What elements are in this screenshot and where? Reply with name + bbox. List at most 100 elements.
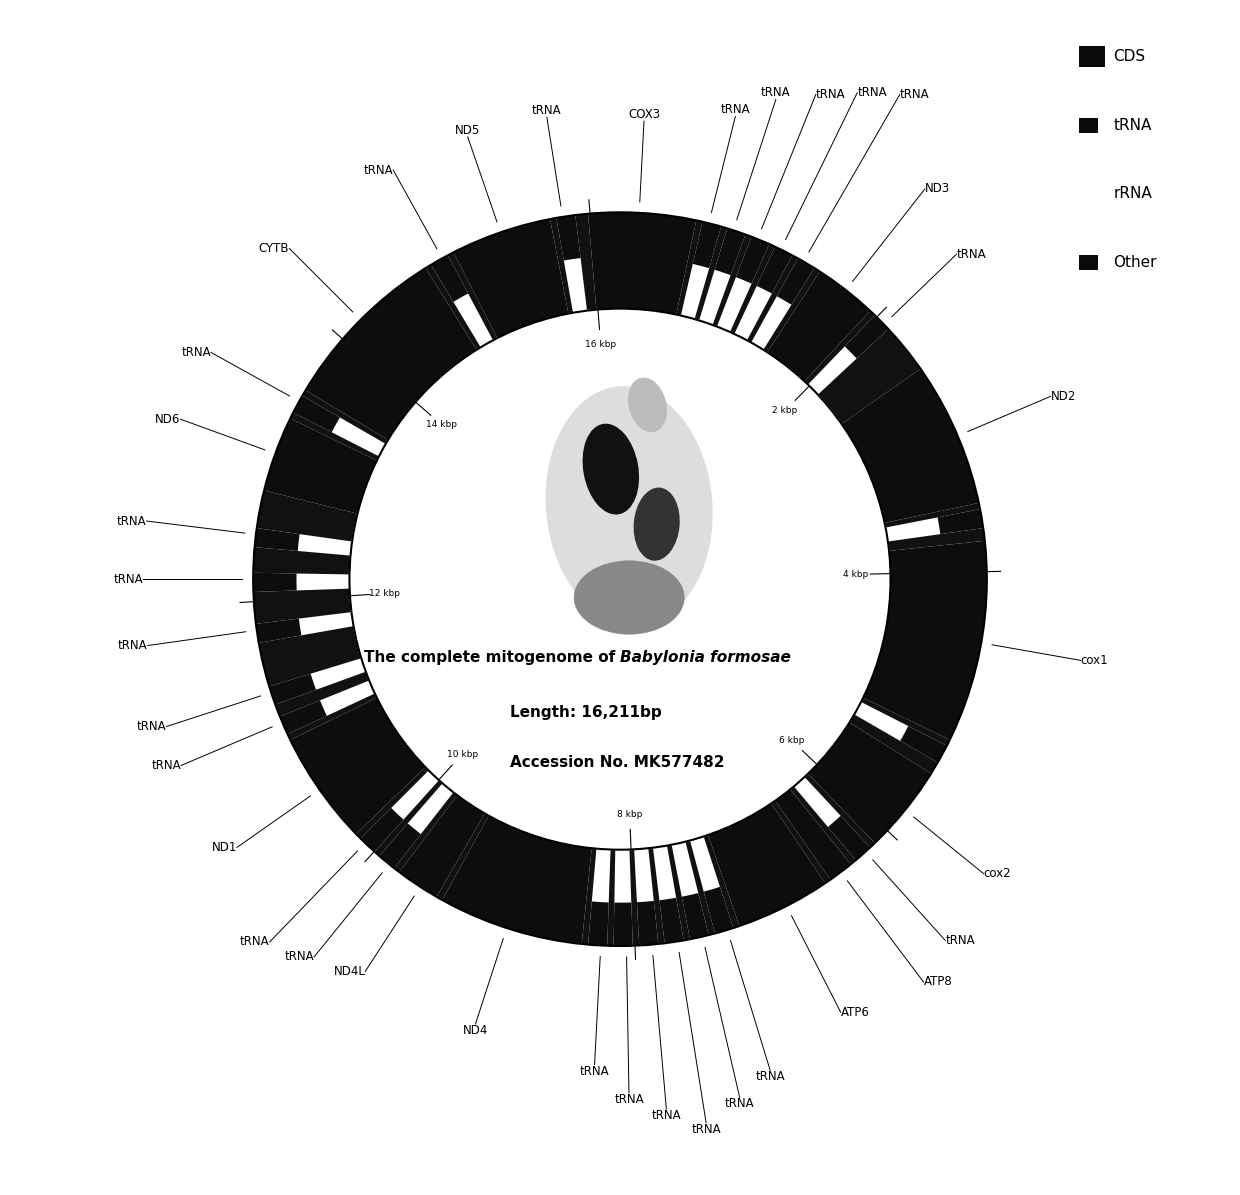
Polygon shape [361, 771, 439, 852]
Text: tRNA: tRNA [181, 345, 211, 358]
Polygon shape [255, 619, 301, 643]
Text: tRNA: tRNA [691, 1122, 720, 1135]
Polygon shape [751, 258, 815, 350]
Text: ND2: ND2 [1050, 390, 1076, 403]
Polygon shape [768, 271, 870, 381]
Polygon shape [614, 850, 632, 946]
Polygon shape [269, 658, 366, 705]
Polygon shape [794, 777, 870, 860]
Circle shape [350, 308, 890, 850]
Text: Length: 16,211bp: Length: 16,211bp [510, 705, 662, 719]
Text: 16 kbp: 16 kbp [585, 339, 616, 349]
Polygon shape [293, 396, 386, 456]
Ellipse shape [574, 560, 684, 635]
Text: tRNA: tRNA [900, 88, 929, 102]
Text: tRNA: tRNA [725, 1097, 754, 1110]
Polygon shape [557, 215, 587, 313]
Text: tRNA: tRNA [532, 104, 562, 117]
Polygon shape [775, 790, 851, 880]
Ellipse shape [547, 387, 712, 625]
Polygon shape [653, 846, 683, 943]
Text: 12 kbp: 12 kbp [370, 589, 401, 599]
Polygon shape [253, 572, 350, 592]
Polygon shape [588, 848, 610, 945]
Polygon shape [681, 222, 722, 319]
Text: tRNA: tRNA [580, 1065, 609, 1078]
Polygon shape [269, 674, 316, 705]
Polygon shape [305, 268, 476, 440]
Polygon shape [842, 369, 978, 523]
Text: tRNA: tRNA [651, 1109, 681, 1122]
Polygon shape [717, 237, 769, 332]
Polygon shape [776, 258, 815, 305]
Bar [1079, 47, 1105, 67]
Polygon shape [699, 228, 745, 325]
Polygon shape [253, 213, 987, 946]
Text: tRNA: tRNA [284, 950, 314, 963]
Polygon shape [254, 528, 352, 556]
Text: COX3: COX3 [627, 109, 660, 121]
Polygon shape [264, 418, 377, 514]
Polygon shape [254, 528, 300, 551]
Ellipse shape [629, 378, 667, 431]
Polygon shape [253, 572, 296, 592]
Text: tRNA: tRNA [956, 247, 986, 261]
Text: tRNA: tRNA [114, 572, 143, 586]
Polygon shape [660, 897, 683, 943]
Text: tRNA: tRNA [614, 1092, 644, 1105]
Polygon shape [863, 541, 987, 740]
Polygon shape [443, 816, 591, 944]
Text: ND3: ND3 [925, 183, 950, 196]
Polygon shape [734, 246, 792, 341]
Text: tRNA: tRNA [857, 86, 887, 99]
Ellipse shape [583, 424, 639, 515]
Text: 10 kbp: 10 kbp [446, 749, 477, 759]
Text: 2 kbp: 2 kbp [773, 406, 797, 416]
Polygon shape [634, 848, 658, 945]
Polygon shape [735, 237, 769, 283]
Text: Accession No. MK577482: Accession No. MK577482 [510, 755, 724, 770]
Bar [1079, 118, 1097, 133]
Polygon shape [432, 256, 494, 348]
Polygon shape [588, 213, 697, 314]
Polygon shape [775, 790, 851, 880]
Text: 14 kbp: 14 kbp [427, 421, 458, 429]
Polygon shape [637, 901, 658, 945]
Polygon shape [693, 222, 722, 268]
Polygon shape [842, 369, 978, 523]
Text: ATP8: ATP8 [924, 975, 952, 988]
Text: tRNA: tRNA [761, 86, 791, 99]
Text: The complete mitogenome of: The complete mitogenome of [363, 650, 620, 664]
Polygon shape [708, 803, 825, 926]
Text: Other: Other [1114, 256, 1157, 270]
Polygon shape [361, 808, 403, 852]
Polygon shape [863, 541, 987, 740]
Text: ATP6: ATP6 [841, 1006, 869, 1019]
Polygon shape [399, 795, 485, 897]
Polygon shape [432, 256, 469, 302]
Polygon shape [828, 816, 870, 860]
Polygon shape [808, 315, 888, 394]
Polygon shape [900, 727, 947, 762]
Polygon shape [672, 841, 709, 939]
Text: tRNA: tRNA [755, 1071, 785, 1084]
Text: cox2: cox2 [983, 868, 1011, 880]
Text: tRNA: tRNA [363, 164, 393, 177]
Polygon shape [937, 509, 983, 534]
Polygon shape [885, 509, 983, 541]
Polygon shape [588, 901, 609, 945]
Text: ND6: ND6 [155, 412, 181, 425]
Polygon shape [704, 887, 733, 933]
Polygon shape [588, 213, 697, 314]
Polygon shape [280, 680, 374, 734]
Polygon shape [854, 701, 947, 762]
Text: ND4: ND4 [463, 1024, 489, 1037]
Polygon shape [756, 246, 792, 294]
Polygon shape [293, 396, 340, 433]
Text: ND1: ND1 [212, 841, 237, 854]
Polygon shape [689, 836, 733, 933]
Polygon shape [443, 816, 591, 944]
Polygon shape [379, 823, 420, 869]
Text: cox1: cox1 [1080, 654, 1109, 667]
Text: 6 kbp: 6 kbp [779, 736, 805, 746]
